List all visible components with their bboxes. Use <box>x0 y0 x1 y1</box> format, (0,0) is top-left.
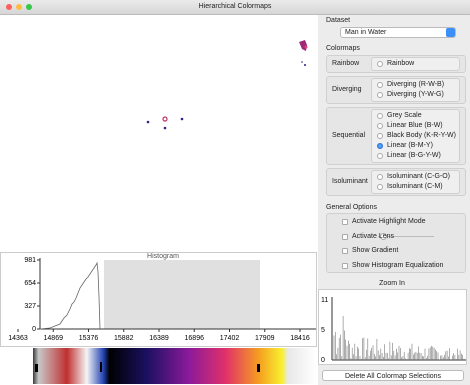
selection-region[interactable] <box>104 260 260 329</box>
y-tick-label: 11 <box>321 297 328 304</box>
x-tick-label: 15882 <box>114 335 134 342</box>
radio-button[interactable] <box>377 133 383 139</box>
group-label: Diverging <box>332 86 362 93</box>
colorbar[interactable] <box>33 348 316 384</box>
colorbar-handle[interactable] <box>35 364 38 372</box>
checkbox[interactable] <box>342 219 348 225</box>
radio-label[interactable]: Isoluminant (C-G-O) <box>387 173 450 180</box>
group-label: Sequential <box>332 132 365 139</box>
radio-label[interactable]: Grey Scale <box>387 112 422 119</box>
checkbox-label[interactable]: Show Gradient <box>352 247 398 254</box>
y-tick-label: 0 <box>321 357 325 364</box>
delete-selections-button[interactable]: Delete All Colormap Selections <box>322 370 464 381</box>
zoom-panel: 11 5 0 <box>318 289 467 365</box>
x-tick-label: 14363 <box>8 335 28 342</box>
x-tick-label: 15376 <box>79 335 99 342</box>
colorbar-handle[interactable] <box>100 362 102 372</box>
radio-label[interactable]: Black Body (K-R-Y-W) <box>387 132 456 139</box>
x-tick-label: 17402 <box>220 335 240 342</box>
checkbox-label[interactable]: Activate Lens <box>352 233 394 240</box>
colorbar-gradient <box>33 348 316 384</box>
checkbox[interactable] <box>342 248 348 254</box>
y-tick-label: 0 <box>32 326 36 333</box>
general-options-title: General Options <box>326 204 377 211</box>
y-tick-label: 5 <box>321 327 325 334</box>
app-window: Hierarchical Colormaps Histogram 981 654 3… <box>0 0 470 385</box>
data-points <box>147 40 308 129</box>
radio-label[interactable]: Linear (B-M-Y) <box>387 142 433 149</box>
x-tick-label: 17909 <box>255 335 275 342</box>
radio-button[interactable] <box>377 153 383 159</box>
dataset-value: Man in Water <box>345 29 386 36</box>
radio-button[interactable] <box>377 123 383 129</box>
render-view <box>0 15 318 251</box>
histogram-panel: Histogram 981 654 327 0 14363 14869 15376 15882… <box>0 252 318 348</box>
radio-label[interactable]: Rainbow <box>387 60 414 67</box>
radio-button[interactable] <box>377 184 383 190</box>
dropdown-arrow[interactable] <box>446 28 455 37</box>
checkbox-label[interactable]: Activate Highlight Mode <box>352 218 426 225</box>
radio-button[interactable] <box>377 92 383 98</box>
radio-label[interactable]: Isoluminant (C-M) <box>387 183 443 190</box>
x-tick-label: 16389 <box>149 335 169 342</box>
radio-label[interactable]: Linear Blue (B-W) <box>387 122 443 129</box>
dataset-label: Dataset <box>326 17 350 24</box>
colorbar-handle[interactable] <box>257 364 260 372</box>
group-label: Isoluminant <box>332 178 368 185</box>
colormaps-title: Colormaps <box>326 45 360 52</box>
y-tick-label: 654 <box>24 280 36 287</box>
radio-button[interactable] <box>377 143 383 149</box>
group-options-box <box>371 57 460 71</box>
zoom-title: Zoom In <box>318 280 466 287</box>
radio-button[interactable] <box>377 174 383 180</box>
x-tick-label: 16896 <box>185 335 205 342</box>
group-label: Rainbow <box>332 60 359 67</box>
radio-button[interactable] <box>377 82 383 88</box>
y-tick-label: 981 <box>24 257 36 264</box>
checkbox[interactable] <box>342 234 348 240</box>
checkbox-label[interactable]: Show Histogram Equalization <box>352 262 443 269</box>
x-tick-label: 18416 <box>290 335 310 342</box>
histogram-title: Histogram <box>147 253 179 260</box>
window-title: Hierarchical Colormaps <box>0 3 470 10</box>
checkbox[interactable] <box>342 263 348 269</box>
radio-label[interactable]: Diverging (R-W-B) <box>387 81 444 88</box>
radio-button[interactable] <box>377 61 383 67</box>
radio-label[interactable]: Linear (B-G-Y-W) <box>387 152 441 159</box>
y-tick-label: 327 <box>24 303 36 310</box>
radio-button[interactable] <box>377 113 383 119</box>
radio-label[interactable]: Diverging (Y-W-G) <box>387 91 444 98</box>
x-tick-label: 14869 <box>44 335 64 342</box>
